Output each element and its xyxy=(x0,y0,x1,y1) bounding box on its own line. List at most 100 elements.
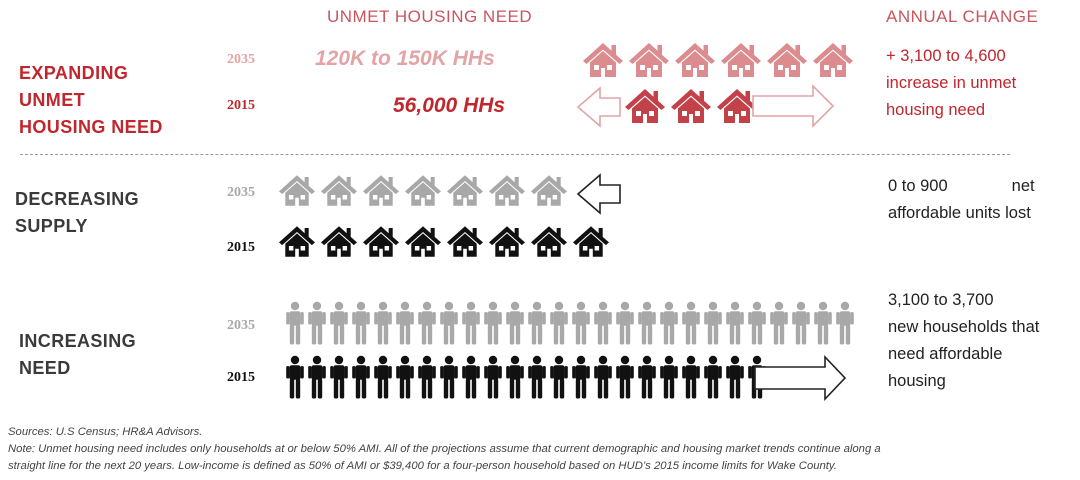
houses-2035-supply-row xyxy=(279,174,567,207)
need-year-2015: 2015 xyxy=(227,370,255,385)
supply-year-2035: 2035 xyxy=(227,185,255,200)
house-icon xyxy=(767,42,807,78)
person-icon xyxy=(659,301,679,345)
supply-change-line-2: affordable units lost xyxy=(888,204,1031,222)
expanding-label-line-3: HOUSING NEED xyxy=(19,117,163,137)
person-icon xyxy=(681,355,701,399)
person-icon xyxy=(659,355,679,399)
house-icon xyxy=(363,174,399,207)
person-icon xyxy=(813,301,833,345)
hhs-2015-value: 56,000 HHs xyxy=(393,94,506,117)
person-icon xyxy=(615,301,635,345)
house-icon xyxy=(671,88,711,124)
person-icon xyxy=(527,355,547,399)
houses-2035-unmet-row xyxy=(583,42,853,78)
note-line-2: straight line for the next 20 years. Low… xyxy=(8,460,837,472)
person-icon xyxy=(285,301,305,345)
person-icon xyxy=(747,301,767,345)
person-icon xyxy=(593,301,613,345)
unmet-housing-need-header: UNMET HOUSING NEED xyxy=(327,7,533,26)
person-icon xyxy=(395,301,415,345)
house-icon xyxy=(321,174,357,207)
decreasing-supply-label: DECREASING SUPPLY xyxy=(15,186,139,240)
person-icon xyxy=(637,355,657,399)
sources-note: Sources: U.S Census; HR&A Advisors. xyxy=(8,426,203,438)
need-label-line-1: INCREASING xyxy=(19,331,137,351)
person-icon xyxy=(505,355,525,399)
footnotes: Sources: U.S Census; HR&A Advisors. Note… xyxy=(8,424,881,475)
supply-change-range: 0 to 900 xyxy=(888,177,948,195)
person-icon xyxy=(725,355,745,399)
supply-change-net: net xyxy=(1011,177,1035,195)
people-2015-row xyxy=(285,355,767,399)
person-icon xyxy=(483,355,503,399)
increasing-need-label: INCREASING NEED xyxy=(19,328,136,382)
person-icon xyxy=(439,355,459,399)
person-icon xyxy=(505,301,525,345)
expanding-change-line-3: housing need xyxy=(886,101,986,119)
annual-change-header: ANNUAL CHANGE xyxy=(886,7,1039,26)
need-year-2035: 2035 xyxy=(227,318,255,333)
house-icon xyxy=(489,225,525,258)
supply-label-line-1: DECREASING xyxy=(15,189,140,209)
expanding-change-line-2: increase in unmet xyxy=(886,74,1017,92)
house-icon xyxy=(405,225,441,258)
person-icon xyxy=(769,301,789,345)
house-icon xyxy=(583,42,623,78)
expanding-unmet-housing-need-label: EXPANDING UNMET HOUSING NEED xyxy=(19,60,163,141)
person-icon xyxy=(329,355,349,399)
house-icon xyxy=(279,225,315,258)
person-icon xyxy=(703,301,723,345)
person-icon xyxy=(571,301,591,345)
house-icon xyxy=(675,42,715,78)
arrow-left-icon xyxy=(576,173,621,215)
supply-label-line-2: SUPPLY xyxy=(15,216,88,236)
person-icon xyxy=(307,301,327,345)
house-icon xyxy=(573,225,609,258)
supply-change-line-1: 0 to 900 net xyxy=(888,173,1035,200)
house-icon xyxy=(629,42,669,78)
need-change-line-4: housing xyxy=(888,372,946,390)
need-change-line-2: new households that xyxy=(888,318,1040,336)
person-icon xyxy=(549,355,569,399)
note-line-1: Note: Unmet housing need includes only h… xyxy=(8,443,881,455)
expanding-change-line-1: + 3,100 to 4,600 xyxy=(886,47,1006,65)
person-icon xyxy=(703,355,723,399)
house-icon xyxy=(447,174,483,207)
supply-annual-change: 0 to 900 net affordable units lost xyxy=(888,173,1035,227)
expanding-label-line-1: EXPANDING xyxy=(19,63,129,83)
person-icon xyxy=(285,355,305,399)
person-icon xyxy=(791,301,811,345)
house-icon xyxy=(447,225,483,258)
person-icon xyxy=(615,355,635,399)
person-icon xyxy=(461,301,481,345)
person-icon xyxy=(483,301,503,345)
person-icon xyxy=(329,301,349,345)
house-icon xyxy=(363,225,399,258)
person-icon xyxy=(571,355,591,399)
people-2035-row xyxy=(285,301,855,345)
person-icon xyxy=(351,355,371,399)
person-icon xyxy=(461,355,481,399)
section-divider xyxy=(20,154,1010,155)
expanding-year-2035: 2035 xyxy=(227,52,255,67)
house-icon xyxy=(405,174,441,207)
houses-2015-supply-row xyxy=(279,225,609,258)
person-icon xyxy=(307,355,327,399)
person-icon xyxy=(637,301,657,345)
house-icon xyxy=(813,42,853,78)
person-icon xyxy=(439,301,459,345)
arrow-right-icon xyxy=(752,84,835,128)
person-icon xyxy=(593,355,613,399)
person-icon xyxy=(373,301,393,345)
person-icon xyxy=(417,355,437,399)
houses-2015-unmet-row xyxy=(625,88,757,124)
need-change-line-3: need affordable xyxy=(888,345,1003,363)
need-change-line-1: 3,100 to 3,700 xyxy=(888,291,994,309)
arrow-right-icon xyxy=(754,355,847,401)
house-icon xyxy=(489,174,525,207)
house-icon xyxy=(531,225,567,258)
expanding-label-line-2: UNMET xyxy=(19,90,85,110)
need-annual-change: 3,100 to 3,700 new households that need … xyxy=(888,287,1039,395)
person-icon xyxy=(395,355,415,399)
